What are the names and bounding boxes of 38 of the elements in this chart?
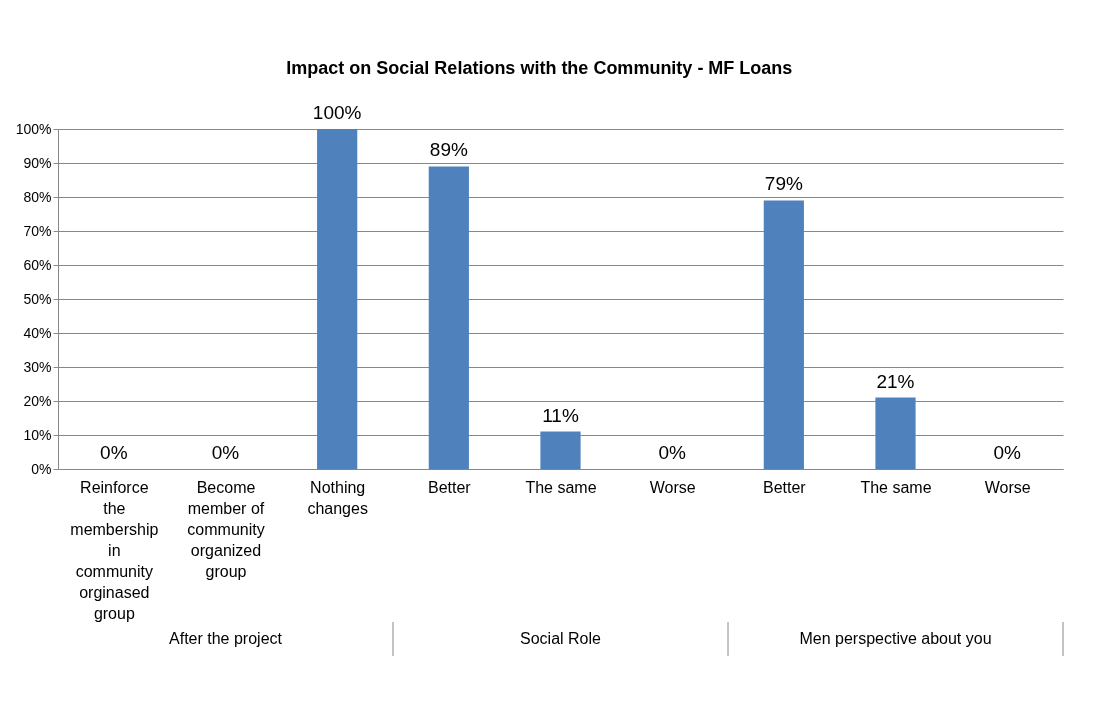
bar bbox=[317, 129, 358, 469]
y-tick-label: 0% bbox=[31, 460, 52, 477]
data-label: 21% bbox=[876, 370, 915, 392]
y-tick-label: 50% bbox=[23, 290, 52, 307]
bar bbox=[875, 397, 916, 469]
y-tick-label: 10% bbox=[23, 426, 52, 443]
y-tick-label: 30% bbox=[23, 358, 52, 375]
y-tick-label: 70% bbox=[23, 222, 52, 239]
y-tick-label: 90% bbox=[23, 154, 52, 171]
text: Social Role bbox=[520, 630, 602, 647]
chart-title: Impact on Social Relations with the Community - MF Loans bbox=[286, 58, 793, 78]
x-tick-label: Better bbox=[427, 478, 472, 496]
x-tick-label: The same bbox=[525, 478, 597, 496]
x-tick-label: Become member of community organized group bbox=[187, 478, 265, 580]
y-tick-label: 40% bbox=[23, 324, 52, 341]
x-tick-label: Reinforce the membership in community orginased group bbox=[70, 478, 159, 622]
x-tick-label: The same bbox=[860, 478, 932, 496]
x-tick-label: Better bbox=[762, 478, 807, 496]
y-tick-label: 80% bbox=[23, 188, 52, 205]
text: After the project bbox=[169, 630, 283, 647]
y-tick-label: 60% bbox=[23, 256, 52, 273]
data-label: 0% bbox=[658, 442, 686, 463]
data-label: 89% bbox=[429, 139, 468, 161]
data-label: 0% bbox=[211, 442, 240, 463]
y-tick-label: 20% bbox=[23, 392, 52, 409]
bar bbox=[763, 200, 804, 469]
x-tick-label: Nothing changes bbox=[307, 478, 368, 517]
data-label: 79% bbox=[764, 173, 803, 195]
data-label: 0% bbox=[993, 442, 1021, 463]
data-label: 100% bbox=[312, 102, 362, 123]
bar bbox=[540, 431, 581, 469]
y-tick-label: 100% bbox=[15, 120, 52, 137]
data-label: 11% bbox=[542, 404, 579, 426]
bar bbox=[428, 166, 469, 469]
x-tick-label: Worse bbox=[984, 478, 1031, 496]
x-tick-label: Worse bbox=[649, 478, 696, 496]
text: Men perspective about you bbox=[799, 630, 992, 647]
data-label: 0% bbox=[100, 442, 128, 463]
